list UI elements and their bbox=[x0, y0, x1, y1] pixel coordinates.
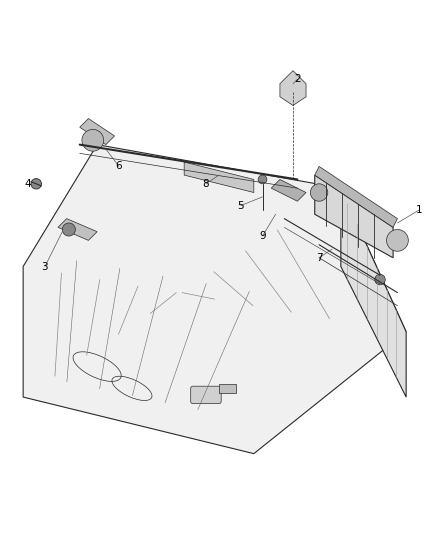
Polygon shape bbox=[315, 175, 393, 258]
Text: 6: 6 bbox=[116, 161, 122, 172]
Circle shape bbox=[82, 130, 104, 151]
Circle shape bbox=[375, 274, 385, 285]
Text: 9: 9 bbox=[259, 231, 266, 241]
Polygon shape bbox=[23, 144, 406, 454]
Text: 8: 8 bbox=[203, 179, 209, 189]
FancyBboxPatch shape bbox=[191, 386, 221, 403]
Text: 2: 2 bbox=[294, 75, 300, 84]
Circle shape bbox=[311, 184, 328, 201]
Circle shape bbox=[387, 230, 408, 251]
Polygon shape bbox=[184, 162, 254, 192]
Polygon shape bbox=[280, 71, 306, 106]
Text: 7: 7 bbox=[316, 253, 322, 263]
Polygon shape bbox=[80, 118, 115, 144]
Polygon shape bbox=[271, 180, 306, 201]
Polygon shape bbox=[341, 188, 406, 397]
Circle shape bbox=[258, 175, 267, 184]
Text: 4: 4 bbox=[24, 179, 31, 189]
Circle shape bbox=[62, 223, 75, 236]
Polygon shape bbox=[315, 166, 397, 228]
Text: 1: 1 bbox=[416, 205, 423, 215]
Text: 3: 3 bbox=[42, 262, 48, 271]
Text: 5: 5 bbox=[237, 200, 244, 211]
Circle shape bbox=[31, 179, 42, 189]
Polygon shape bbox=[58, 219, 97, 240]
FancyBboxPatch shape bbox=[219, 384, 237, 393]
